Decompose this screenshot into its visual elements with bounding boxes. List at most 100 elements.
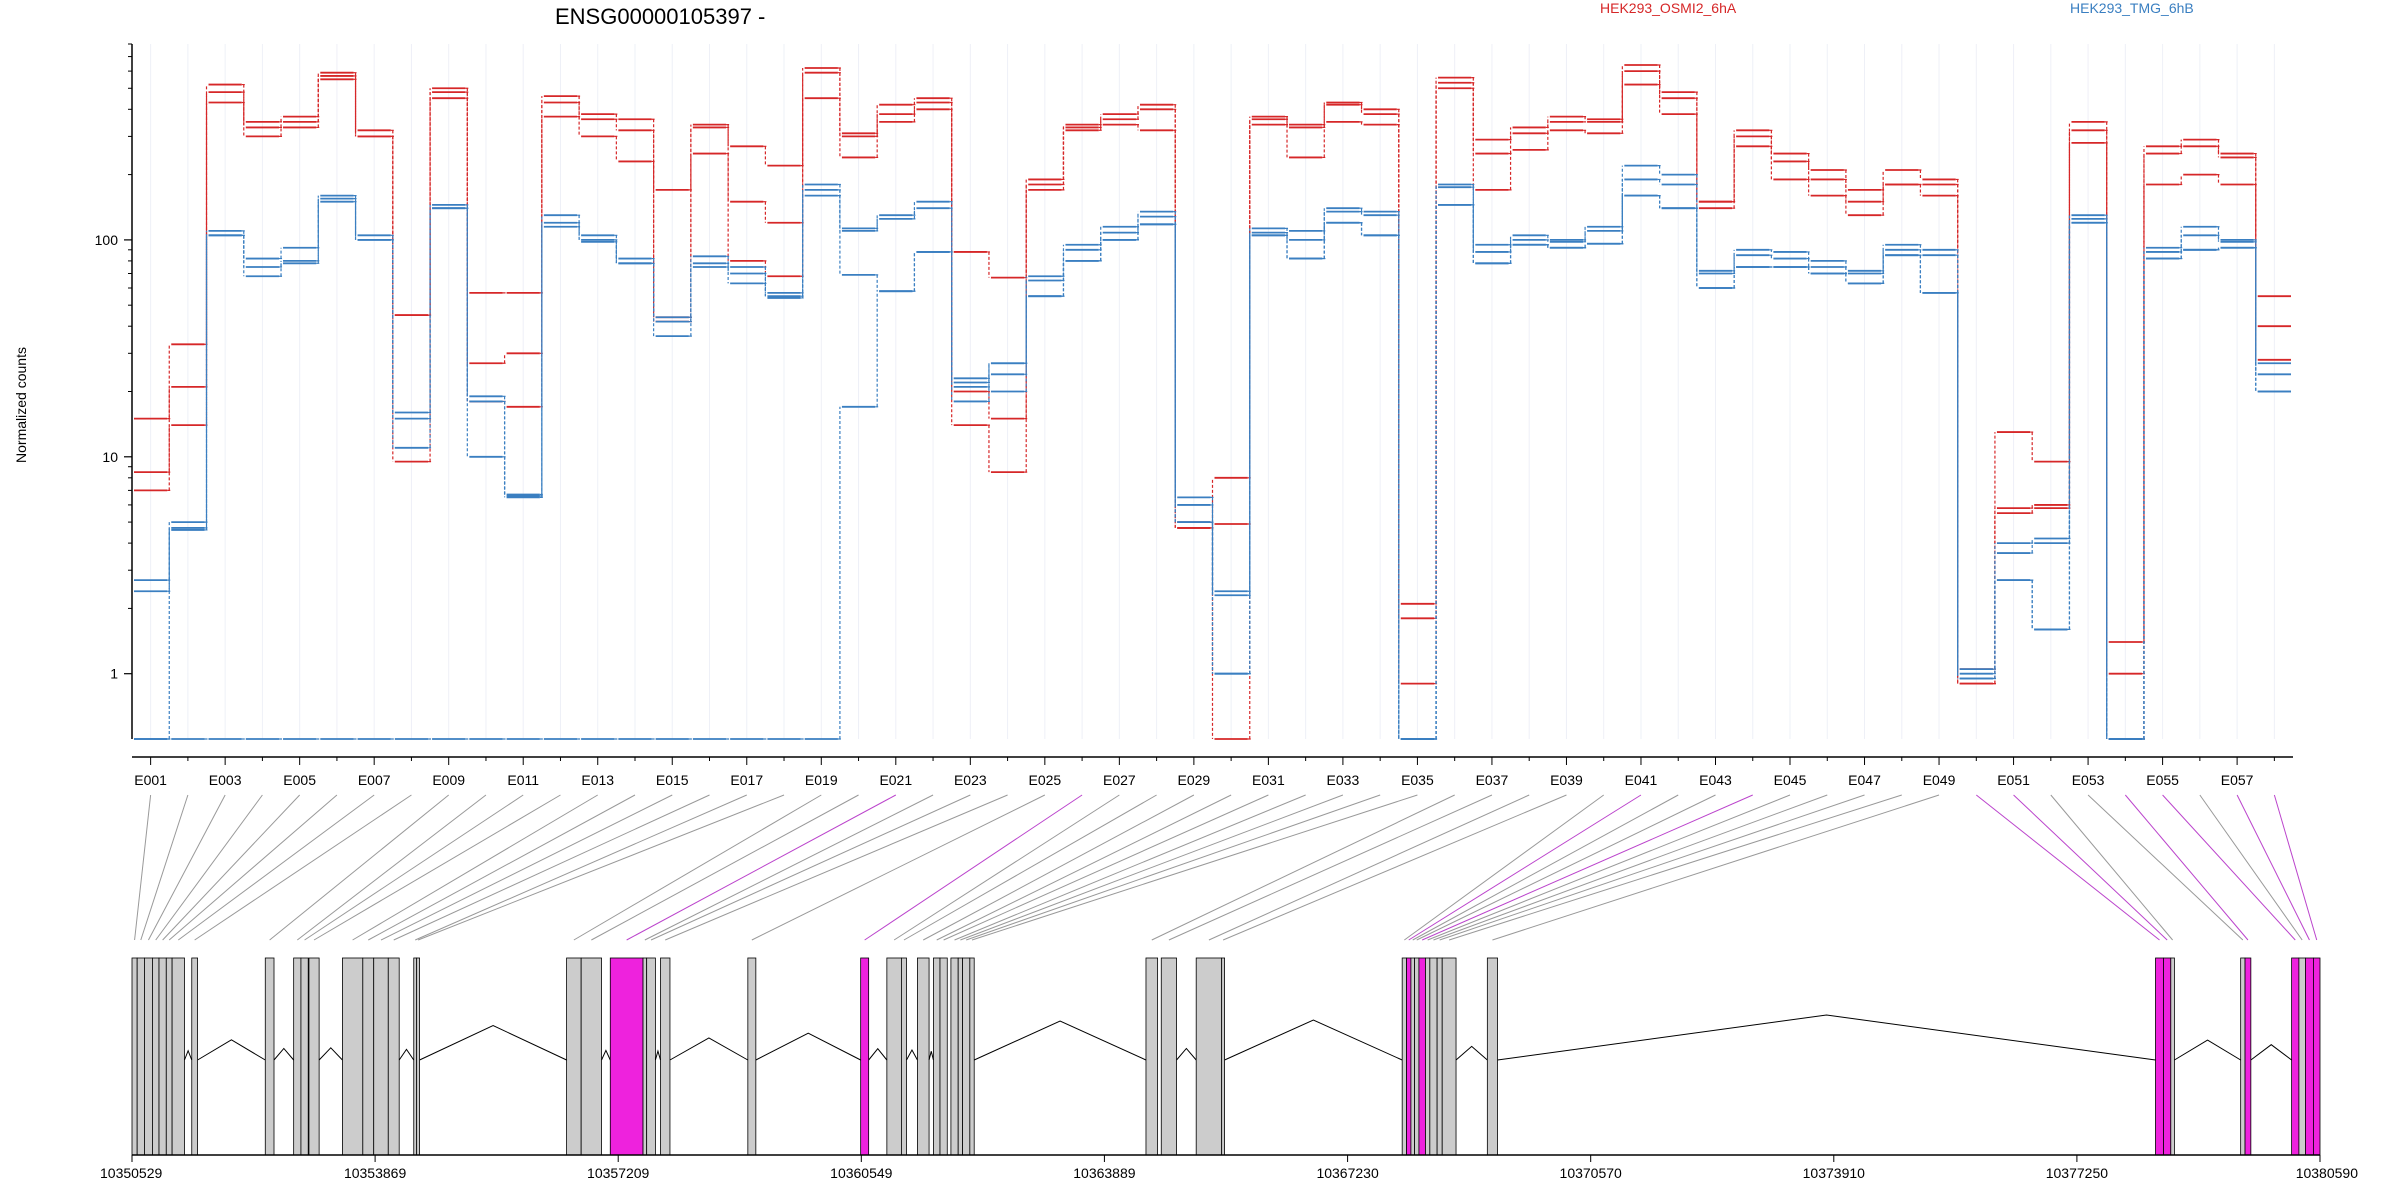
exon-connector (1433, 794, 1828, 941)
exon-box (747, 957, 757, 1156)
exon-box (1441, 957, 1457, 1156)
legend-label-tmg: HEK293_TMG_6hB (2070, 0, 2194, 16)
exon-box (1195, 957, 1223, 1156)
exon-box (609, 957, 644, 1156)
genomic-tick-label: 10373910 (1803, 1165, 1866, 1181)
series-level-steps (134, 64, 2291, 685)
series-level-steps (134, 194, 2291, 740)
intron-line (398, 1048, 415, 1061)
exon-connector (751, 794, 1046, 941)
x-tick-label: E025 (1028, 772, 1061, 788)
exon-box (642, 957, 648, 1156)
intron-line (2174, 1039, 2241, 1061)
exon-box (373, 957, 389, 1156)
series-layer (134, 64, 2291, 740)
x-tick-label: E031 (1252, 772, 1285, 788)
genomic-tick-label: 10363889 (1073, 1165, 1136, 1181)
exon-box (957, 957, 963, 1156)
exon-box (962, 957, 971, 1156)
x-tick-label: E001 (134, 772, 167, 788)
x-axis-ticks: E001 E003 E005 E007 E009 E011 E013 E015 E017 E019… (134, 757, 2275, 788)
intron-line (197, 1039, 266, 1061)
exon-box (1418, 957, 1426, 1156)
exon-connector (304, 794, 524, 941)
exon-box (2240, 957, 2246, 1156)
series-osmi2 (134, 64, 2291, 685)
exon-connector (177, 794, 375, 941)
exon-box (264, 957, 275, 1156)
exon-connector (140, 794, 189, 941)
exon-connector (644, 794, 934, 941)
exon-connector (864, 794, 1083, 941)
exon-connector (1168, 794, 1493, 941)
exon-connector (2162, 794, 2296, 941)
exon-connector (2199, 794, 2303, 941)
exon-box (1410, 957, 1415, 1156)
x-tick-label: E053 (2072, 772, 2105, 788)
genomic-tick-label: 10370570 (1560, 1165, 1623, 1181)
exon-connector (1416, 794, 1716, 941)
y-tick-label: 1 (110, 666, 118, 682)
exon-box (2305, 957, 2314, 1156)
intron-line (1497, 1014, 2156, 1061)
exon-box (950, 957, 959, 1156)
intron-line (755, 1032, 861, 1061)
exon-box (191, 957, 198, 1156)
genomic-tick-label: 10353869 (344, 1165, 407, 1181)
x-tick-label: E029 (1178, 772, 1211, 788)
x-tick-label: E027 (1103, 772, 1136, 788)
genomic-tick-label: 10367230 (1316, 1165, 1379, 1181)
exon-box (917, 957, 930, 1156)
series-transitions (167, 195, 2258, 740)
exon-connector (162, 794, 301, 941)
exon-box (886, 957, 902, 1156)
exon-box (1414, 957, 1420, 1156)
intron-line (273, 1047, 295, 1061)
x-tick-label: E013 (581, 772, 614, 788)
exon-box (152, 957, 160, 1156)
exon-connector (1412, 794, 1679, 941)
intron-line (1176, 1047, 1197, 1061)
exon-box (416, 957, 420, 1156)
exon-connector (943, 794, 1269, 941)
y-axis-ticks: 1 10 100 (95, 43, 132, 682)
exon-box (131, 957, 138, 1156)
exon-connector (1439, 794, 1865, 941)
exon-box (1406, 957, 1412, 1156)
exon-connector (415, 794, 747, 941)
intron-line (928, 1051, 934, 1061)
exon-connector (1222, 794, 1567, 941)
exon-box (387, 957, 400, 1156)
intron-line (868, 1047, 888, 1061)
exon-box (300, 957, 309, 1156)
exon-connector (269, 794, 450, 941)
series-transitions (167, 78, 2258, 740)
exon-box (933, 957, 941, 1156)
exon-connector (1404, 794, 1605, 941)
exon-box (1145, 957, 1159, 1156)
exon-connector (2087, 794, 2244, 941)
series-level-steps (134, 78, 2291, 740)
exon-box (2298, 957, 2306, 1156)
exon-connector (313, 794, 561, 941)
exon-box (342, 957, 364, 1156)
x-tick-label: E007 (358, 772, 391, 788)
exon-connector (2050, 794, 2173, 941)
exon-connector (954, 794, 1306, 941)
x-tick-label: E011 (507, 772, 539, 788)
exon-connector (352, 794, 598, 941)
exon-connectors (134, 794, 2318, 941)
exon-box (171, 957, 185, 1156)
exon-connector (1208, 794, 1530, 941)
genomic-axis-ticks: 10350529 10353869 10357209 10360549 10363889… (100, 1155, 2358, 1181)
x-tick-label: E015 (656, 772, 689, 788)
x-tick-label: E045 (1774, 772, 1807, 788)
intron-line (601, 1049, 611, 1061)
intron-line (669, 1037, 749, 1061)
exon-box (580, 957, 602, 1156)
x-tick-label: E003 (209, 772, 242, 788)
exon-box (165, 957, 173, 1156)
exon-connector (1427, 794, 1791, 941)
legend-label-osmi2: HEK293_OSMI2_6hA (1600, 0, 1737, 16)
exon-connector (960, 794, 1344, 941)
